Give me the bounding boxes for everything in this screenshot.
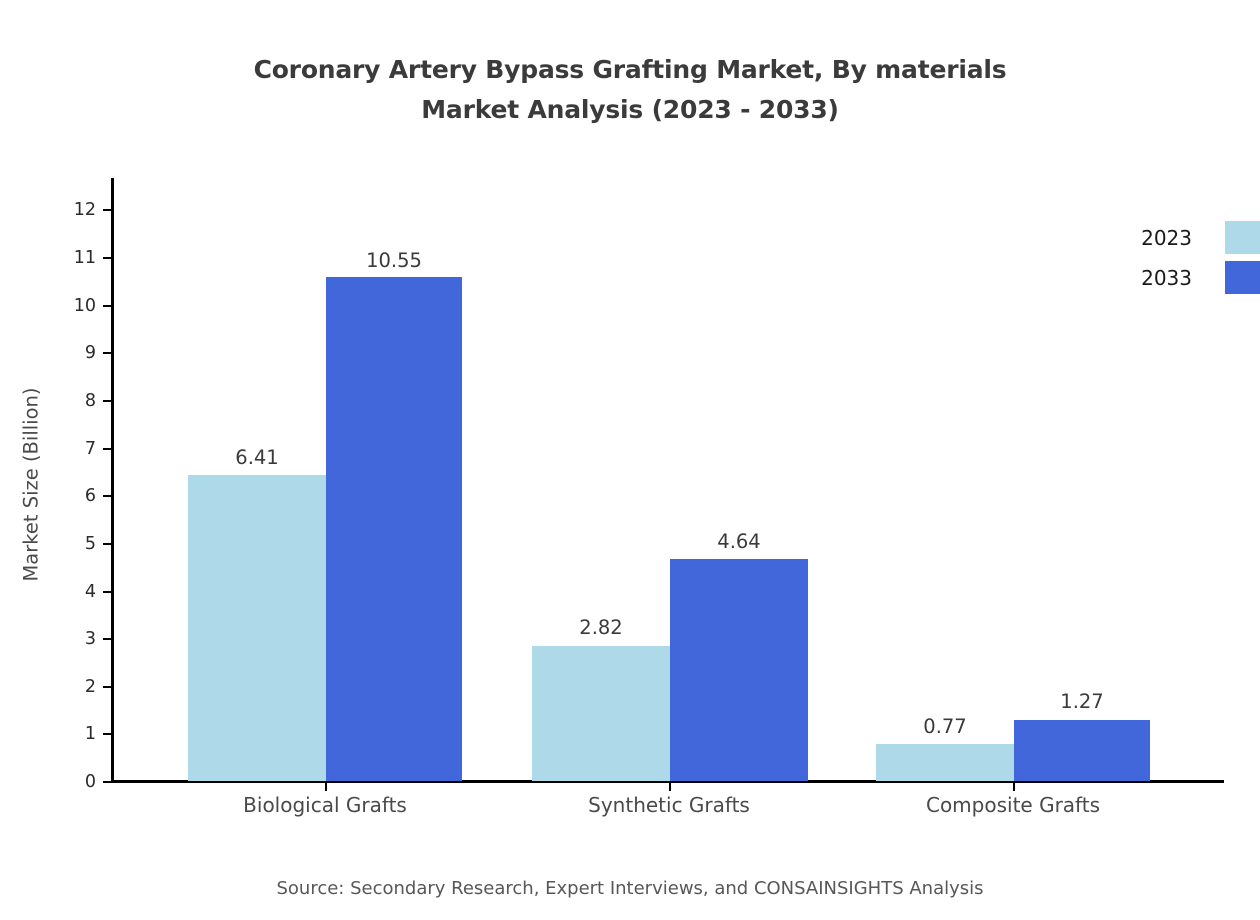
bar-synthetic-grafts-2033[interactable] <box>670 559 808 781</box>
y-tick-label-9: 9 <box>84 343 96 363</box>
chart-title-line2: Market Analysis (2023 - 2033) <box>421 95 839 124</box>
y-tick-3 <box>103 638 112 641</box>
y-tick-label-1: 1 <box>84 724 96 744</box>
x-tick-composite-grafts <box>1013 782 1016 791</box>
bar-label-composite-grafts-2023: 0.77 <box>923 715 967 738</box>
y-tick-9 <box>103 352 112 355</box>
x-tick-label-synthetic-grafts: Synthetic Grafts <box>588 793 750 817</box>
legend-label-2033: 2033 <box>1141 266 1192 290</box>
y-tick-0 <box>103 781 112 784</box>
y-tick-2 <box>103 686 112 689</box>
y-tick-label-12: 12 <box>73 200 96 220</box>
y-tick-label-0: 0 <box>84 772 96 792</box>
y-tick-7 <box>103 448 112 451</box>
legend: 2023 2033 <box>1100 215 1260 310</box>
chart-title: Coronary Artery Bypass Grafting Market, … <box>0 50 1260 130</box>
bar-composite-grafts-2033[interactable] <box>1014 720 1150 781</box>
source-note: Source: Secondary Research, Expert Inter… <box>276 878 984 899</box>
bar-label-biological-grafts-2033: 10.55 <box>366 249 422 272</box>
x-tick-label-biological-grafts: Biological Grafts <box>243 793 407 817</box>
chart-title-line1: Coronary Artery Bypass Grafting Market, … <box>253 55 1007 84</box>
y-tick-label-5: 5 <box>84 534 96 554</box>
legend-item-2033[interactable]: 2033 <box>1100 261 1260 301</box>
y-axis-line <box>111 178 114 782</box>
x-tick-synthetic-grafts <box>669 782 672 791</box>
legend-item-2023[interactable]: 2023 <box>1100 221 1260 261</box>
y-tick-12 <box>103 209 112 212</box>
y-tick-label-4: 4 <box>84 582 96 602</box>
y-tick-6 <box>103 495 112 498</box>
y-tick-1 <box>103 733 112 736</box>
bar-biological-grafts-2023[interactable] <box>188 475 326 781</box>
y-tick-label-8: 8 <box>84 391 96 411</box>
y-tick-5 <box>103 543 112 546</box>
y-tick-label-3: 3 <box>84 629 96 649</box>
bar-label-synthetic-grafts-2033: 4.64 <box>717 530 761 553</box>
y-tick-4 <box>103 591 112 594</box>
y-tick-label-11: 11 <box>73 248 96 268</box>
bar-label-synthetic-grafts-2023: 2.82 <box>579 616 623 639</box>
y-tick-label-7: 7 <box>84 439 96 459</box>
bar-label-composite-grafts-2033: 1.27 <box>1060 690 1104 713</box>
y-axis-title: Market Size (Billion) <box>19 387 43 582</box>
legend-label-2023: 2023 <box>1141 226 1192 250</box>
y-tick-11 <box>103 257 112 260</box>
bar-biological-grafts-2033[interactable] <box>326 277 462 781</box>
y-tick-8 <box>103 400 112 403</box>
y-tick-label-2: 2 <box>84 677 96 697</box>
y-tick-label-10: 10 <box>73 296 96 316</box>
legend-swatch-2033 <box>1225 261 1260 294</box>
x-axis-line <box>111 780 1224 783</box>
y-tick-10 <box>103 305 112 308</box>
bar-synthetic-grafts-2023[interactable] <box>532 646 670 781</box>
bar-label-biological-grafts-2023: 6.41 <box>235 446 279 469</box>
legend-swatch-2023 <box>1225 221 1260 254</box>
x-tick-biological-grafts <box>325 782 328 791</box>
x-tick-label-composite-grafts: Composite Grafts <box>925 793 1101 817</box>
bar-composite-grafts-2023[interactable] <box>876 744 1014 781</box>
y-tick-label-6: 6 <box>84 486 96 506</box>
